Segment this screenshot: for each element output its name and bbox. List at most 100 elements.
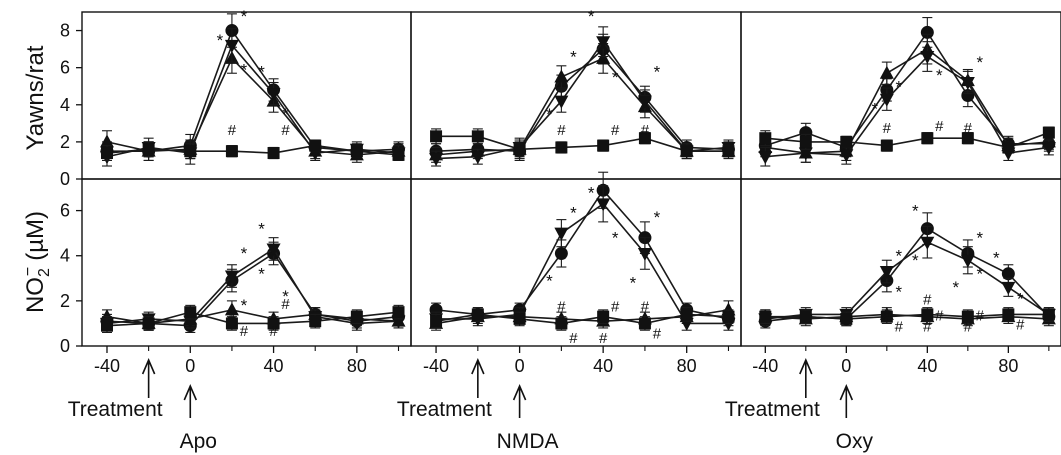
square-marker	[267, 147, 280, 160]
x-tick-label: -40	[423, 356, 449, 376]
y-tick-label: 6	[60, 201, 70, 221]
triangle-down-marker	[596, 198, 611, 212]
significance-hash: #	[228, 307, 237, 324]
square-marker	[638, 132, 651, 145]
square-marker	[392, 306, 405, 319]
treatment-label: Treatment	[68, 398, 163, 421]
square-marker	[513, 312, 526, 325]
series-line	[436, 40, 729, 160]
series-line	[765, 313, 1049, 320]
square-marker	[392, 148, 405, 161]
significance-hash: #	[599, 330, 608, 347]
square-marker	[309, 315, 322, 328]
square-marker	[142, 143, 155, 156]
significance-hash: #	[240, 323, 249, 340]
significance-star: *	[977, 53, 984, 72]
significance-hash: #	[964, 120, 973, 137]
significance-star: *	[258, 63, 265, 82]
y-tick-label: 4	[60, 95, 70, 115]
square-marker	[597, 310, 610, 323]
significance-hash: #	[228, 122, 237, 139]
significance-hash: #	[976, 307, 985, 324]
y-axis-label-no2: NO2− (µM)	[20, 211, 53, 313]
significance-star: *	[612, 228, 619, 247]
square-marker	[309, 139, 322, 152]
triangle-down-marker	[798, 147, 813, 161]
significance-star: *	[546, 271, 553, 290]
significance-star: *	[993, 249, 1000, 268]
square-marker	[799, 135, 812, 148]
significance-hash: #	[611, 122, 620, 139]
series-line	[435, 188, 729, 320]
series-line	[765, 131, 1050, 149]
series-line	[436, 202, 729, 325]
significance-star: *	[896, 246, 903, 265]
circle-marker	[554, 246, 568, 260]
treatment-arrow	[471, 357, 485, 398]
square-marker	[225, 317, 238, 330]
square-marker	[680, 308, 693, 321]
chart-panel: ******# # ## # #	[410, 171, 742, 347]
x-tick-label: 0	[185, 356, 195, 376]
triangle-down-marker	[637, 95, 652, 109]
significance-star: *	[546, 105, 553, 124]
significance-hash: #	[557, 298, 566, 315]
series-line	[106, 43, 399, 158]
triangle-down-marker	[554, 227, 569, 241]
significance-hash: #	[935, 307, 944, 324]
square-marker	[430, 130, 443, 143]
square-marker	[225, 145, 238, 158]
triangle-up-marker	[596, 50, 611, 64]
x-tick-label: 80	[998, 356, 1018, 376]
significance-hash: #	[883, 307, 892, 324]
series-line	[436, 135, 729, 152]
treatment-label: Treatment	[725, 398, 820, 421]
x-axis: -40 0 40 80 Treatment Apo	[68, 346, 400, 453]
square-marker	[471, 308, 484, 321]
significance-star: *	[241, 7, 248, 26]
significance-star: *	[654, 63, 661, 82]
significance-hash: #	[964, 319, 973, 336]
x-tick-label: 80	[347, 356, 367, 376]
x-tick-label: -40	[752, 356, 778, 376]
circle-marker	[920, 25, 934, 39]
series-line	[106, 252, 399, 327]
significance-star: *	[588, 183, 595, 202]
chart-panel: *********####### #	[740, 178, 1061, 347]
y-tick-label: 2	[60, 291, 70, 311]
significance-star: *	[912, 0, 919, 9]
significance-star: *	[630, 274, 637, 293]
triangle-up-marker	[99, 134, 114, 148]
circle-marker	[1001, 267, 1015, 281]
drug-arrow	[839, 383, 854, 418]
chart-panel: *****###	[740, 0, 1061, 180]
square-marker	[430, 315, 443, 328]
treatment-arrow	[141, 357, 156, 398]
significance-star: *	[570, 48, 577, 67]
triangle-down-marker	[637, 247, 652, 261]
significance-hash: #	[569, 330, 578, 347]
drug-label: Apo	[180, 430, 217, 453]
triangle-down-marker	[224, 39, 239, 53]
triangle-down-marker	[554, 95, 569, 109]
series-line	[106, 144, 399, 156]
square-marker	[1002, 308, 1015, 321]
series-line	[106, 311, 399, 327]
x-tick-label: 40	[264, 356, 284, 376]
significance-hash: #	[923, 292, 932, 309]
no2-label-sup: −	[20, 267, 37, 276]
triangle-down-marker	[470, 151, 485, 165]
triangle-down-marker	[1041, 141, 1056, 155]
panel-frame	[740, 178, 1061, 347]
x-tick-label: 40	[917, 356, 937, 376]
significance-star: *	[977, 228, 984, 247]
square-marker	[759, 310, 772, 323]
circle-marker	[429, 303, 443, 317]
triangle-down-marker	[920, 236, 935, 250]
y-tick-label: 0	[60, 169, 70, 189]
y-tick-label: 2	[60, 132, 70, 152]
triangle-down-marker	[960, 77, 975, 91]
significance-star: *	[912, 201, 919, 220]
